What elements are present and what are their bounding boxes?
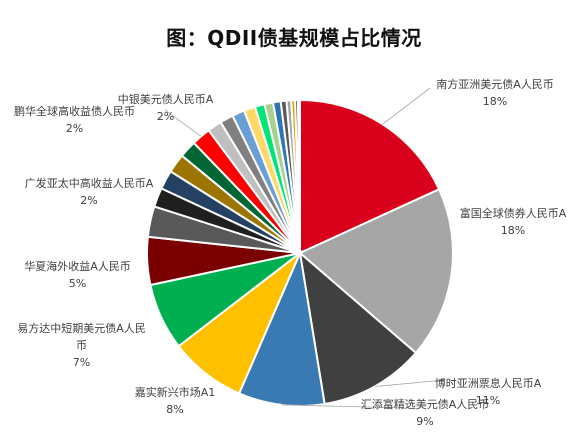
slice-label-jiashi: 嘉实新兴市场A1 8% <box>120 384 230 418</box>
slice-label-boshi: 博时亚洲票息人民币A 11% <box>418 375 558 409</box>
slice-label-name: 易方达中短期美元债A人民币 <box>17 322 146 352</box>
pie-slice <box>297 98 301 254</box>
slice-label-name: 南方亚洲美元债A人民币 <box>436 78 554 91</box>
slice-label-yifangda: 易方达中短期美元债A人民币 7% <box>14 320 149 371</box>
pie-slice <box>299 98 441 255</box>
leader-line <box>374 379 446 387</box>
slice-label-zhongyin: 中银美元债人民币A 2% <box>108 91 223 125</box>
slice-label-nanfang: 南方亚洲美元债A人民币 18% <box>420 76 570 110</box>
pie-slice <box>298 187 454 355</box>
leader-line <box>382 87 431 125</box>
slice-label-pct: 7% <box>72 356 91 369</box>
slice-label-name: 富国全球债券人民币A <box>459 207 567 220</box>
slice-label-name: 中银美元债人民币A <box>117 93 214 106</box>
pie-slice <box>298 250 418 406</box>
slice-label-pct: 11% <box>475 394 501 407</box>
slice-label-pct: 2% <box>65 122 84 135</box>
slice-label-pct: 18% <box>500 224 526 237</box>
slice-label-pct: 5% <box>68 277 87 290</box>
slice-label-name: 鹏华全球高收益债人民币 <box>14 105 135 118</box>
slice-label-name: 汇添富精选美元债A人民币 <box>360 398 490 411</box>
slice-label-huitianfu: 汇添富精选美元债A人民币 9% <box>350 396 500 430</box>
slice-label-fuguo: 富国全球债券人民币A 18% <box>448 205 578 239</box>
slice-label-name: 博时亚洲票息人民币A <box>434 377 542 390</box>
leader-line <box>164 109 202 137</box>
slice-label-name: 嘉实新兴市场A1 <box>134 386 216 399</box>
slice-label-pct: 2% <box>156 110 175 123</box>
slice-label-pct: 18% <box>482 95 508 108</box>
slice-label-name: 广发亚太中高收益人民币A <box>24 177 154 190</box>
slice-label-name: 华夏海外收益A人民币 <box>24 260 131 273</box>
slice-label-pct: 9% <box>416 415 434 428</box>
slice-label-guangfa: 广发亚太中高收益人民币A 2% <box>14 175 164 209</box>
slice-label-penghua: 鹏华全球高收益债人民币 2% <box>12 103 137 137</box>
leader-line <box>281 404 406 409</box>
chart-title: 图：QDII债基规模占比情况 <box>166 26 422 50</box>
slice-label-pct: 2% <box>80 194 98 207</box>
slice-label-pct: 8% <box>166 403 184 416</box>
slice-label-huaxia: 华夏海外收益A人民币 5% <box>20 258 135 292</box>
